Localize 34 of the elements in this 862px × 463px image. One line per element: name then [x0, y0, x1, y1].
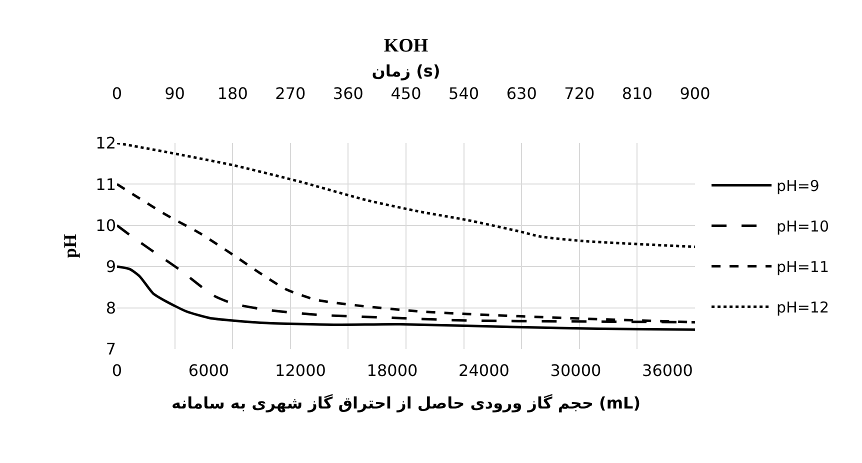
x2-axis-title: زمان (s) [372, 62, 440, 81]
y-tick-label: 10 [96, 216, 116, 235]
x2-tick-label: 450 [390, 84, 422, 103]
x2-tick-label: 630 [506, 84, 537, 103]
chart-title: KOH [384, 35, 428, 56]
x2-tick-label: 720 [564, 84, 595, 103]
x2-tick-label: 360 [332, 84, 364, 103]
line-series [117, 143, 695, 248]
y-tick-label: 9 [106, 257, 116, 276]
x2-tick-label: 0 [112, 84, 122, 103]
x-tick-label: 30000 [550, 361, 602, 380]
y-tick-label: 11 [96, 174, 116, 194]
x-tick-label: 0 [112, 361, 122, 380]
y-tick-label: 7 [106, 340, 116, 359]
legend-label: pH=9 [776, 177, 820, 196]
x-tick-label: 36000 [642, 361, 693, 380]
x2-tick-label: 540 [448, 84, 480, 103]
line-series [117, 265, 695, 331]
x2-tick-label: 900 [680, 84, 710, 103]
x2-tick-label: 810 [622, 84, 652, 103]
legend-label: pH=12 [776, 298, 830, 317]
legend-label: pH=10 [776, 218, 830, 236]
x2-tick-label: 90 [164, 84, 185, 103]
y-tick-label: 12 [96, 134, 116, 153]
x-axis-title: حجم گاز ورودی حاصل از احتراق گاز شهری به سامانه (mL) [171, 394, 641, 413]
x-tick-label: 12000 [275, 361, 326, 380]
x-tick-label: 24000 [458, 361, 510, 380]
y-tick-label: 8 [106, 298, 116, 318]
x2-tick-label: 180 [217, 84, 248, 103]
legend-label: pH=11 [776, 258, 830, 276]
x-tick-label: 6000 [188, 361, 230, 380]
y-axis-title: pH [60, 234, 80, 258]
x-tick-label: 18000 [366, 361, 418, 380]
x2-tick-label: 270 [275, 84, 306, 103]
